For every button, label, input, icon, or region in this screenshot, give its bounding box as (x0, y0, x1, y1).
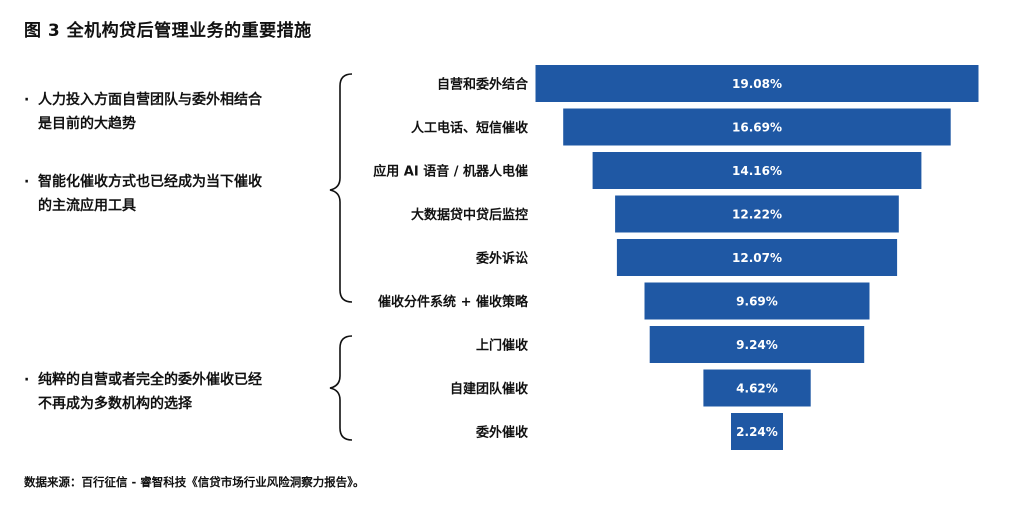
bar-6 (649, 326, 865, 363)
bar-value-label-7: 4.62% (736, 382, 778, 396)
bar-value-label-4: 12.07% (732, 251, 782, 265)
chart-title: 图 3 全机构贷后管理业务的重要措施 (24, 21, 312, 41)
category-label-6: 上门催收 (476, 338, 529, 354)
category-label-8: 委外催收 (475, 425, 529, 441)
bar-value-label-6: 9.24% (736, 338, 778, 352)
bar-value-label-2: 14.16% (732, 164, 782, 178)
bar-0 (535, 65, 979, 102)
bar-value-label-1: 16.69% (732, 121, 782, 135)
bar-3 (615, 195, 899, 233)
bar-value-label-0: 19.08% (732, 77, 782, 91)
category-label-7: 自建团队催收 (450, 381, 529, 397)
bar-value-label-3: 12.22% (732, 208, 782, 222)
category-label-0: 自营和委外结合 (437, 77, 529, 93)
bars-group: 19.08% 自营和委外结合 16.69% 人工电话、短信催收 14.16% 应用 AI … (373, 65, 979, 450)
notes-group-1: 人力投入方面自营团队与委外相结合 是目前的大趋势 智能化催收方式也已经成为当下催… (24, 88, 262, 218)
bar-5 (644, 282, 870, 320)
bracket-lower (329, 335, 353, 441)
category-label-2: 应用 AI 语音 / 机器人电催 (373, 164, 528, 180)
bar-1 (563, 108, 951, 146)
note-1: 人力投入方面自营团队与委外相结合 是目前的大趋势 (24, 88, 262, 136)
source-note: 数据来源：百行征信 - 睿智科技《信贷市场行业风险洞察力报告》。 (24, 475, 365, 489)
category-label-5: 催收分件系统 + 催收策略 (378, 294, 529, 310)
bar-8 (731, 413, 783, 450)
category-label-3: 大数据贷中贷后监控 (411, 207, 528, 223)
category-label-1: 人工电话、短信催收 (411, 120, 529, 136)
bar-value-label-5: 9.69% (736, 295, 778, 309)
bar-7 (703, 369, 811, 407)
note-3: 纯粹的自营或者完全的委外催收已经 不再成为多数机构的选择 (24, 368, 262, 416)
category-label-4: 委外诉讼 (475, 251, 528, 267)
notes-group-2: 纯粹的自营或者完全的委外催收已经 不再成为多数机构的选择 (24, 368, 262, 416)
bar-4 (616, 239, 898, 276)
note-2: 智能化催收方式也已经成为当下催收 的主流应用工具 (24, 170, 262, 218)
bar-value-label-8: 2.24% (736, 425, 778, 439)
bar-2 (592, 152, 922, 189)
bracket-upper (329, 73, 353, 303)
